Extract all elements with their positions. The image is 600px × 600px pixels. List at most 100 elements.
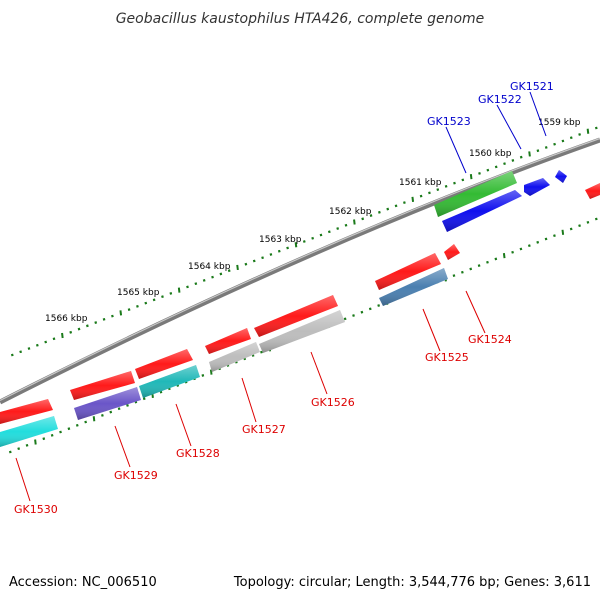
gene-gk1528-red	[135, 349, 193, 379]
leader-line	[465, 290, 486, 334]
minor-tick	[594, 217, 598, 221]
major-tick	[469, 174, 473, 180]
minor-tick	[69, 330, 73, 334]
minor-tick	[394, 204, 398, 208]
genome-backbone	[0, 137, 600, 405]
leader-line	[15, 457, 31, 502]
gene-gk1524-shade	[444, 244, 460, 260]
minor-tick	[511, 159, 515, 162]
minor-tick	[211, 275, 214, 279]
leader-line	[445, 126, 467, 174]
scale-label: 1564 kbp	[188, 262, 231, 272]
gene-gk1530	[0, 416, 58, 447]
gene-gk1529-shade	[74, 387, 141, 420]
minor-tick	[428, 191, 431, 195]
leader-line	[175, 403, 192, 447]
minor-tick	[561, 139, 565, 143]
major-tick	[119, 310, 123, 316]
minor-tick	[67, 427, 71, 431]
minor-tick	[527, 244, 531, 248]
minor-tick	[336, 227, 340, 230]
minor-tick	[161, 295, 164, 299]
minor-tick	[511, 250, 514, 254]
map-title: Geobacillus kaustophilus HTA426, complet…	[116, 11, 485, 27]
major-tick	[177, 287, 181, 293]
major-tick	[411, 196, 415, 202]
minor-tick	[59, 430, 62, 434]
gene-label-gk1530: GK1530	[14, 503, 58, 516]
minor-tick	[84, 420, 88, 424]
major-tick	[528, 151, 531, 157]
minor-tick	[50, 433, 54, 437]
minor-tick	[152, 298, 156, 302]
scale-label: 1561 kbp	[399, 178, 442, 188]
minor-tick	[578, 133, 581, 136]
scale-label: 1563 kbp	[259, 235, 302, 245]
major-tick	[561, 229, 565, 235]
minor-tick	[536, 149, 540, 153]
gene-gk1522-shade	[524, 178, 550, 196]
scale-labels: 1559 kbp 1560 kbp 1561 kbp 1562 kbp 1563…	[45, 118, 581, 324]
gene-gk1522	[524, 178, 550, 196]
major-tick	[586, 128, 590, 134]
scale-label: 1559 kbp	[538, 118, 581, 128]
minor-tick	[586, 220, 590, 224]
gene-gk1528-red-shade	[135, 349, 193, 379]
minor-tick	[461, 178, 465, 182]
major-tick	[294, 242, 298, 248]
minor-tick	[86, 324, 89, 328]
gene-gk1527-red	[205, 328, 251, 354]
minor-tick	[169, 291, 173, 295]
minor-tick	[361, 217, 365, 221]
minor-tick	[519, 247, 523, 251]
minor-tick	[260, 350, 263, 354]
minor-tick	[544, 237, 548, 241]
gene-gk1527-red-shade	[205, 328, 251, 354]
gene-label-gk1524: GK1524	[468, 333, 512, 346]
gene-gk1521-shade	[555, 170, 567, 183]
gene-gk1525	[379, 268, 448, 306]
minor-tick	[186, 285, 189, 289]
minor-tick	[44, 340, 48, 344]
gene-edge	[585, 183, 600, 199]
major-tick	[92, 416, 96, 422]
minor-tick	[386, 207, 390, 211]
leader-line	[496, 104, 522, 150]
minor-tick	[227, 269, 231, 273]
minor-tick	[369, 214, 373, 217]
gene-gk1523-shade	[434, 171, 517, 217]
gene-gk1529-red-shade	[70, 371, 135, 400]
minor-tick	[101, 413, 104, 417]
gene-label-gk1526: GK1526	[311, 396, 355, 409]
minor-tick	[469, 267, 473, 271]
minor-tick	[478, 172, 481, 175]
minor-tick	[52, 337, 56, 341]
minor-tick	[327, 230, 331, 234]
minor-tick	[25, 443, 29, 447]
minor-tick	[403, 201, 406, 204]
minor-tick	[377, 304, 381, 307]
gene-gk1526	[259, 310, 345, 353]
minor-tick	[102, 317, 106, 321]
minor-tick	[569, 136, 573, 140]
scale-ticks-outer	[10, 126, 598, 357]
minor-tick	[252, 259, 256, 263]
accession-text: Accession: NC_006510	[9, 575, 157, 590]
gene-label-gk1528: GK1528	[176, 447, 220, 460]
minor-tick	[494, 257, 498, 261]
minor-tick	[19, 350, 23, 354]
minor-tick	[311, 236, 315, 240]
scale-label: 1560 kbp	[469, 149, 512, 159]
minor-tick	[477, 264, 481, 267]
minor-tick	[544, 146, 548, 149]
scale-label: 1562 kbp	[329, 207, 372, 217]
gene-gk1524b	[375, 253, 441, 290]
gene-gk1530-red	[0, 399, 53, 424]
gene-features	[0, 170, 600, 447]
genome-backbone-highlight	[0, 137, 600, 402]
minor-tick	[553, 142, 556, 146]
minor-tick	[144, 301, 148, 305]
minor-tick	[578, 224, 581, 228]
gene-gk1527-shade	[209, 342, 260, 372]
gene-gk1528-shade	[139, 365, 200, 398]
